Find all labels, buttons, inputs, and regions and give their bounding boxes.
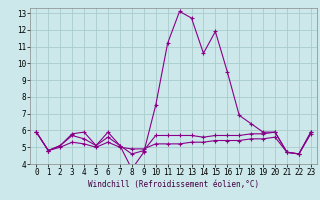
X-axis label: Windchill (Refroidissement éolien,°C): Windchill (Refroidissement éolien,°C) bbox=[88, 180, 259, 189]
